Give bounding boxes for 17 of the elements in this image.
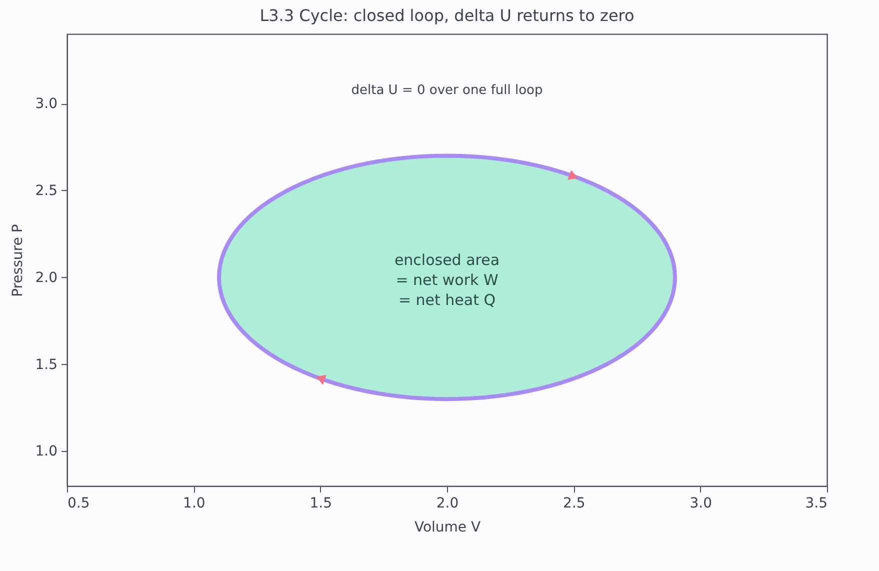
x-tick-label: 0.5 [68,496,90,512]
annotation: delta U = 0 over one full loop [351,83,543,98]
y-tick-label: 2.0 [35,270,58,286]
annotation: enclosed area = net work W = net heat Q [394,251,500,309]
y-tick-label: 1.5 [35,356,58,373]
chart-title: L3.3 Cycle: closed loop, delta U returns to zero [260,6,634,25]
y-axis-title: Pressure P [10,224,26,297]
y-tick-label: 1.0 [35,444,58,460]
x-tick-label: 2.5 [563,496,586,512]
x-tick-label: 1.0 [183,496,206,512]
y-tick-label: 3.0 [35,96,58,112]
x-tick-label: 2.0 [436,496,459,512]
x-tick-label: 3.0 [690,496,712,512]
x-axis-title: Volume V [414,520,481,536]
x-tick-label: 3.5 [805,496,828,512]
x-tick-label: 1.5 [310,496,332,512]
y-tick-label: 2.5 [35,182,58,199]
